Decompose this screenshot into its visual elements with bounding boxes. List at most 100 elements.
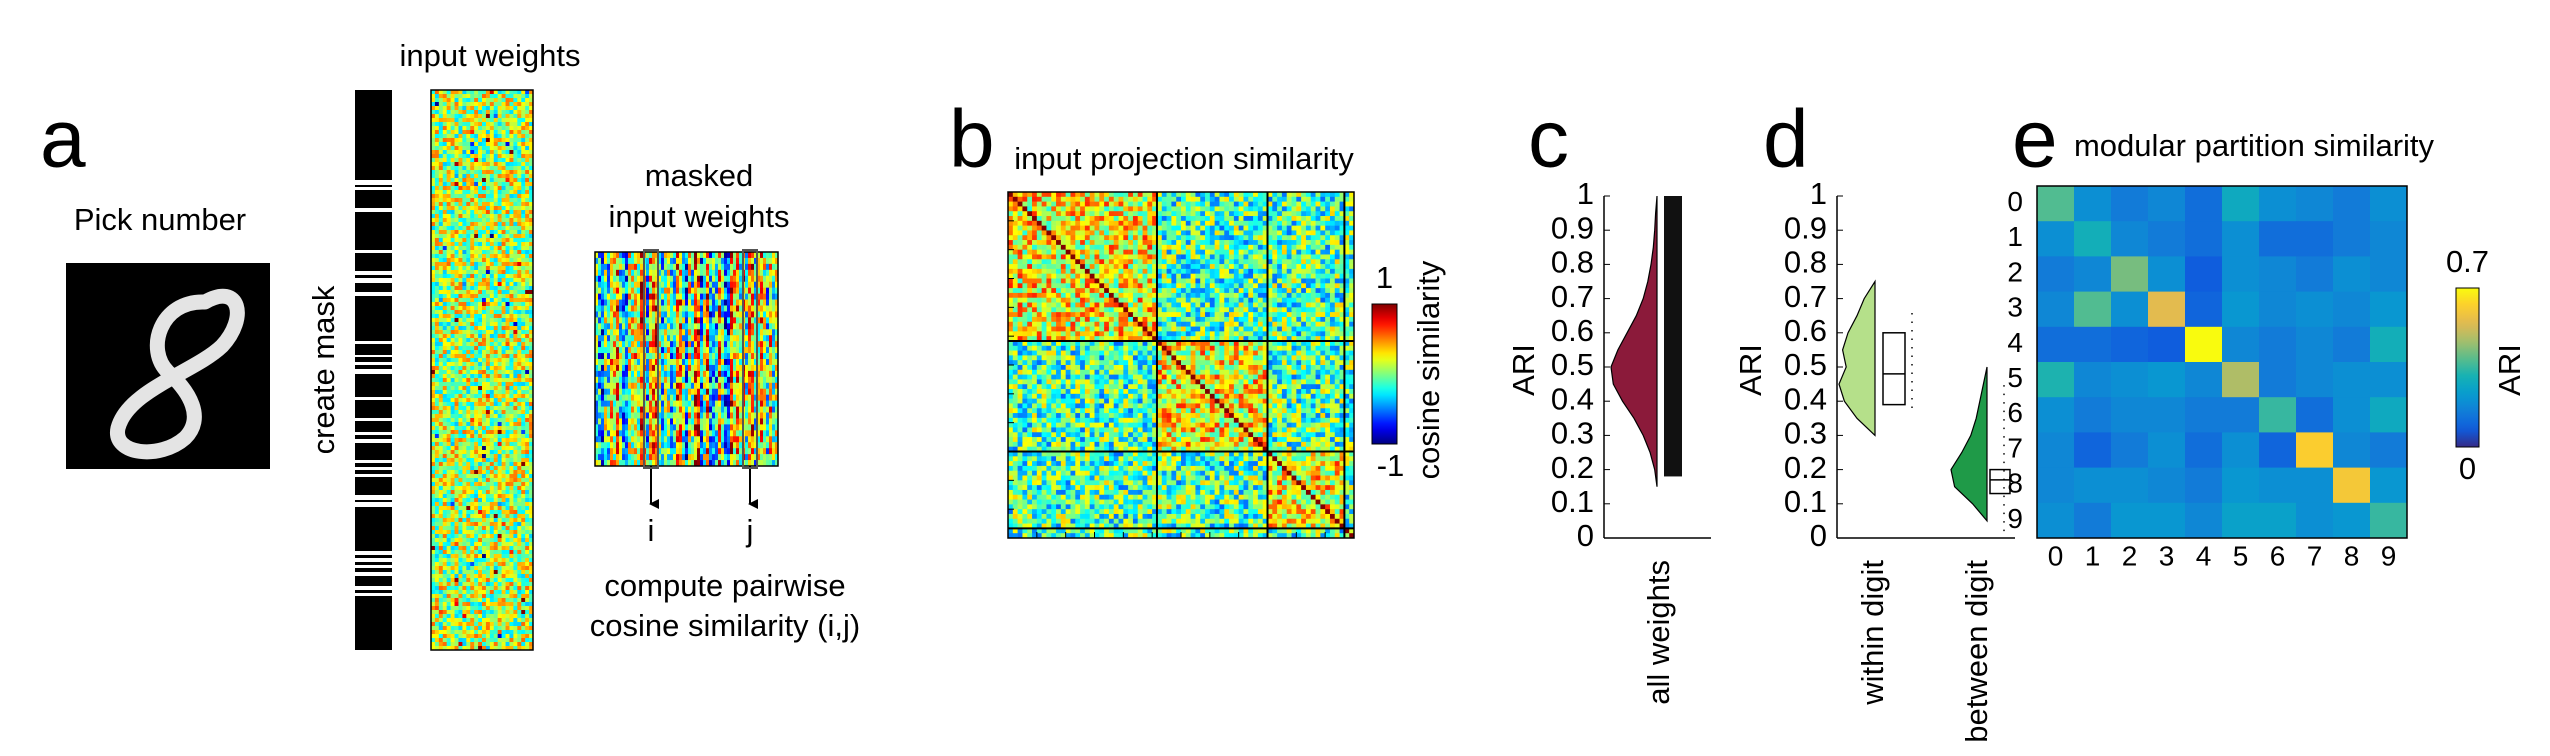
texture-cell	[474, 190, 478, 194]
texture-cell	[506, 298, 510, 302]
texture-cell	[525, 210, 529, 214]
texture-cell	[506, 470, 510, 474]
texture-cell	[455, 186, 459, 190]
texture-cell	[521, 414, 525, 418]
texture-cell	[682, 323, 685, 329]
texture-cell	[509, 222, 513, 226]
texture-cell	[486, 422, 490, 426]
texture-cell	[443, 626, 447, 630]
texture-cell	[513, 622, 517, 626]
texture-cell	[517, 338, 521, 342]
texture-cell	[506, 598, 510, 602]
texture-cell	[517, 462, 521, 466]
texture-cell	[509, 122, 513, 126]
texture-cell	[517, 178, 521, 182]
texture-cell	[525, 406, 529, 410]
texture-cell	[652, 413, 655, 419]
texture-cell	[478, 426, 482, 430]
texture-cell	[506, 302, 510, 306]
texture-cell	[691, 335, 694, 341]
texture-cell	[482, 222, 486, 226]
texture-cell	[646, 359, 649, 365]
texture-cell	[439, 282, 443, 286]
texture-cell	[598, 442, 601, 448]
texture-cell	[486, 154, 490, 158]
texture-cell	[521, 342, 525, 346]
panel-label: a	[40, 94, 86, 185]
texture-cell	[700, 294, 703, 300]
texture-cell	[502, 314, 506, 318]
texture-cell	[435, 354, 439, 358]
texture-cell	[443, 410, 447, 414]
texture-cell	[439, 334, 443, 338]
texture-cell	[435, 110, 439, 114]
texture-cell	[482, 602, 486, 606]
texture-cell	[478, 202, 482, 206]
texture-cell	[443, 338, 447, 342]
texture-cell	[439, 258, 443, 262]
texture-cell	[619, 329, 622, 335]
texture-cell	[447, 634, 451, 638]
texture-cell	[443, 174, 447, 178]
texture-cell	[482, 418, 486, 422]
texture-cell	[517, 282, 521, 286]
texture-cell	[466, 198, 470, 202]
texture-cell	[470, 406, 474, 410]
texture-cell	[462, 266, 466, 270]
texture-cell	[525, 174, 529, 178]
texture-cell	[506, 202, 510, 206]
texture-cell	[435, 318, 439, 322]
texture-cell	[517, 206, 521, 210]
texture-cell	[443, 194, 447, 198]
texture-cell	[470, 242, 474, 246]
texture-cell	[685, 323, 688, 329]
texture-cell	[494, 446, 498, 450]
texture-cell	[435, 298, 439, 302]
texture-cell	[509, 378, 513, 382]
texture-cell	[482, 638, 486, 642]
texture-cell	[443, 466, 447, 470]
texture-cell	[466, 274, 470, 278]
texture-cell	[439, 586, 443, 590]
texture-cell	[462, 118, 466, 122]
texture-cell	[682, 353, 685, 359]
texture-cell	[625, 436, 628, 442]
texture-cell	[486, 130, 490, 134]
texture-cell	[443, 334, 447, 338]
texture-cell	[494, 210, 498, 214]
texture-cell	[482, 394, 486, 398]
texture-cell	[443, 478, 447, 482]
mask-stripe	[355, 369, 392, 374]
texture-cell	[486, 194, 490, 198]
texture-cell	[462, 602, 466, 606]
texture-cell	[435, 342, 439, 346]
texture-cell	[447, 230, 451, 234]
texture-cell	[474, 538, 478, 542]
texture-cell	[661, 377, 664, 383]
texture-cell	[506, 254, 510, 258]
texture-cell	[509, 558, 513, 562]
texture-cell	[509, 362, 513, 366]
texture-cell	[506, 102, 510, 106]
texture-cell	[661, 258, 664, 264]
texture-cell	[494, 426, 498, 430]
texture-cell	[506, 590, 510, 594]
texture-cell	[443, 358, 447, 362]
texture-cell	[486, 266, 490, 270]
texture-cell	[447, 458, 451, 462]
texture-cell	[604, 264, 607, 270]
texture-cell	[631, 401, 634, 407]
texture-cell	[517, 310, 521, 314]
texture-cell	[604, 377, 607, 383]
texture-cell	[509, 502, 513, 506]
texture-cell	[646, 270, 649, 276]
texture-cell	[439, 470, 443, 474]
texture-cell	[634, 353, 637, 359]
texture-cell	[601, 413, 604, 419]
texture-cell	[502, 558, 506, 562]
texture-cell	[509, 386, 513, 390]
texture-cell	[462, 626, 466, 630]
texture-cell	[525, 114, 529, 118]
texture-cell	[649, 311, 652, 317]
texture-cell	[494, 226, 498, 230]
